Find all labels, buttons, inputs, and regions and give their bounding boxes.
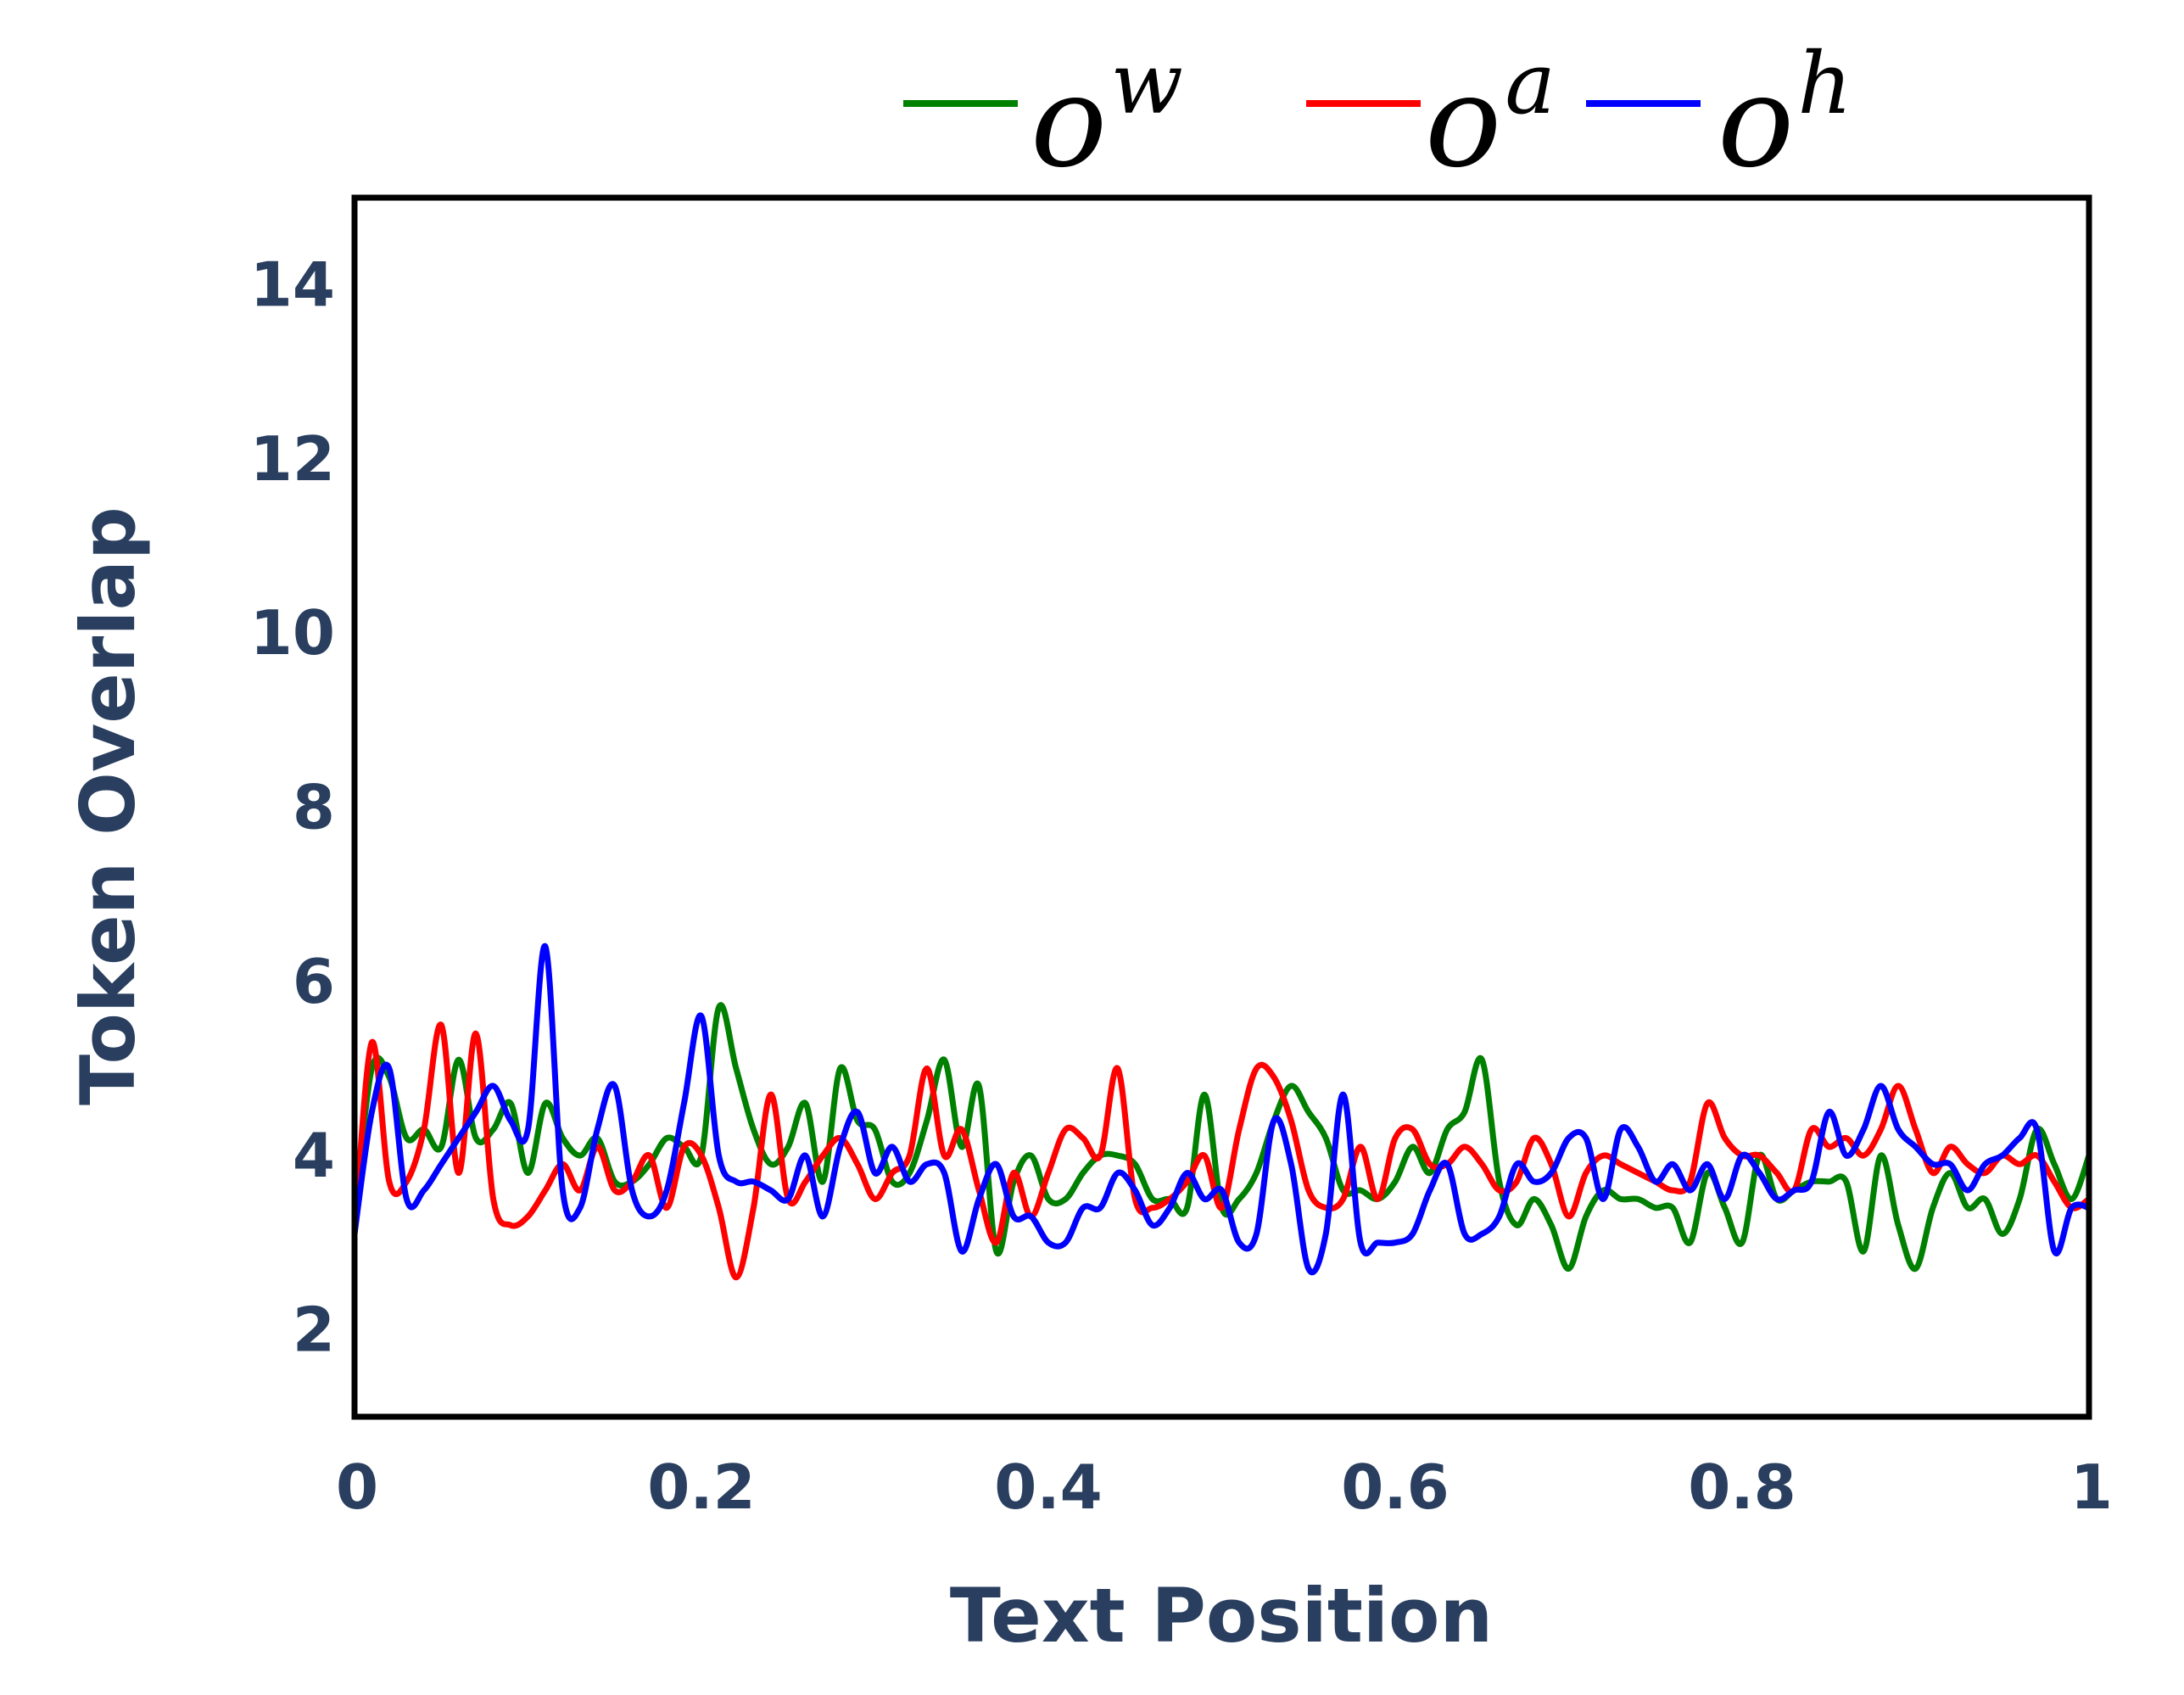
series-line-w: [351, 1002, 2092, 1273]
y-tick-label: 6: [293, 946, 335, 1017]
legend-label: oa: [1425, 34, 1556, 196]
legend-label: ow: [1031, 34, 1183, 196]
y-tick-label: 12: [250, 423, 335, 495]
legend: ow oa oh: [903, 34, 1852, 196]
legend-label: oh: [1718, 34, 1852, 196]
legend-item-w: ow: [903, 34, 1183, 196]
y-tick-label: 4: [293, 1120, 335, 1191]
x-axis-tick-labels: 0 0.2 0.4 0.6 0.8 1: [336, 1452, 2113, 1523]
series-line-a: [351, 1021, 2092, 1281]
series-line-h: [351, 943, 2092, 1276]
x-axis-title: Text Position: [950, 1572, 1493, 1659]
y-tick-label: 10: [250, 597, 335, 668]
legend-item-a: oa: [1306, 34, 1556, 196]
x-tick-label: 0: [336, 1452, 378, 1523]
y-axis-tick-labels: 2 4 6 8 10 12 14: [250, 249, 335, 1366]
y-tick-label: 2: [293, 1294, 335, 1365]
y-tick-label: 8: [293, 772, 335, 843]
legend-item-h: oh: [1586, 34, 1852, 196]
x-tick-label: 0.8: [1688, 1452, 1796, 1523]
x-tick-label: 0.6: [1341, 1452, 1449, 1523]
x-tick-label: 0.2: [647, 1452, 756, 1523]
x-tick-label: 1: [2070, 1452, 2113, 1523]
plot-frame: [351, 194, 2092, 1420]
y-tick-label: 14: [250, 249, 335, 321]
x-tick-label: 0.4: [994, 1452, 1103, 1523]
y-axis-title: Token Overlap: [64, 506, 152, 1105]
series-layer: [351, 943, 2092, 1281]
